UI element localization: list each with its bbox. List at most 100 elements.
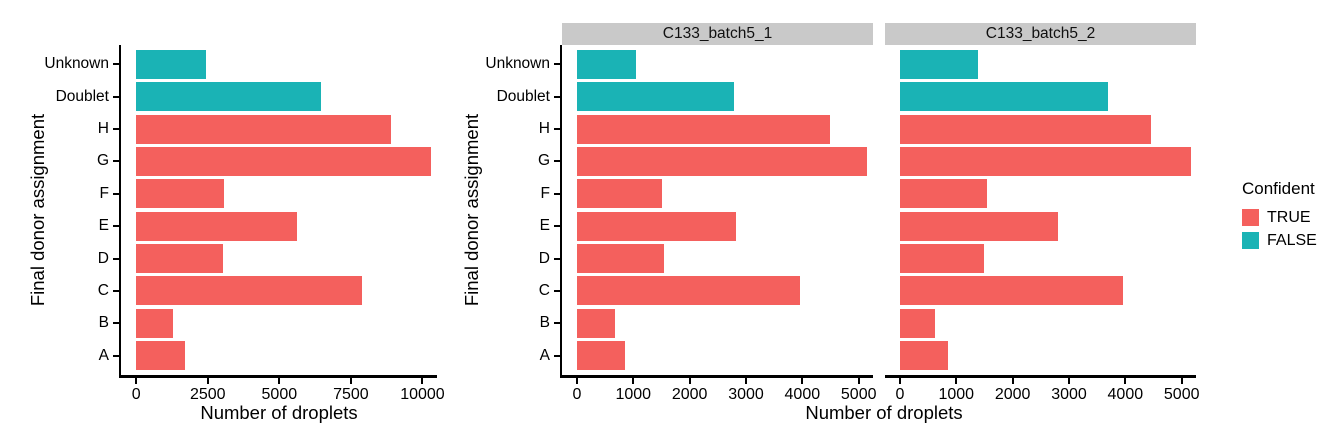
x-axis-tick	[898, 377, 901, 384]
x-axis-line	[559, 375, 873, 378]
y-axis-tick	[112, 289, 119, 292]
bar-a	[899, 341, 949, 371]
bar-f	[576, 179, 662, 209]
y-axis-tick	[112, 354, 119, 357]
bar-c	[136, 276, 363, 306]
x-axis-tick	[801, 377, 804, 384]
category-label: Unknown	[485, 55, 550, 73]
bar-e	[899, 211, 1058, 241]
x-axis-tick	[632, 377, 635, 384]
category-label: B	[539, 314, 550, 332]
legend-item-true: TRUE	[1242, 209, 1317, 226]
x-tick-label: 5000	[1163, 386, 1200, 403]
category-label: Doublet	[55, 87, 109, 105]
bar-b	[899, 308, 936, 338]
category-label: A	[539, 346, 550, 364]
x-axis-tick	[688, 377, 691, 384]
y-axis-tick	[112, 63, 119, 66]
y-axis-tick	[112, 322, 119, 325]
y-axis-title-overall: Final donor assignment	[27, 113, 48, 307]
y-axis-tick	[553, 354, 560, 357]
facet-strip-batch5-2: C133_batch5_2	[885, 23, 1196, 45]
x-axis-tick	[857, 377, 860, 384]
category-label: H	[538, 120, 550, 138]
y-axis-tick	[112, 257, 119, 260]
x-tick-label: 4000	[1107, 386, 1144, 403]
bar-g	[899, 146, 1191, 177]
category-label: A	[98, 346, 109, 364]
bar-c	[576, 276, 800, 306]
category-label: F	[540, 184, 550, 202]
bar-d	[576, 243, 664, 274]
category-label: F	[99, 184, 109, 202]
category-label: C	[538, 281, 550, 299]
x-tick-label: 5000	[261, 386, 298, 403]
x-tick-label: 0	[895, 386, 905, 403]
x-axis-tick	[575, 377, 578, 384]
y-axis-tick	[553, 257, 560, 260]
legend-label-true: TRUE	[1267, 209, 1311, 226]
bar-doublet	[136, 82, 321, 112]
x-axis-tick	[744, 377, 747, 384]
y-axis-tick	[553, 63, 560, 66]
category-label: C	[97, 281, 109, 299]
x-tick-label: 2000	[994, 386, 1031, 403]
bar-e	[576, 211, 737, 241]
bar-g	[576, 146, 868, 177]
x-axis-tick	[1011, 377, 1014, 384]
bar-h	[899, 114, 1151, 144]
y-axis-tick	[553, 192, 560, 195]
bar-e	[136, 211, 298, 241]
y-axis-title-faceted: Final donor assignment	[461, 113, 482, 307]
category-label: D	[538, 249, 550, 267]
category-label: H	[97, 120, 109, 138]
y-axis-tick	[553, 322, 560, 325]
x-tick-label: 2000	[671, 386, 708, 403]
x-tick-label: 0	[572, 386, 582, 403]
y-axis-line	[118, 45, 121, 378]
category-label: G	[537, 152, 550, 170]
x-axis-tick	[1067, 377, 1070, 384]
y-axis-tick	[553, 289, 560, 292]
x-tick-label: 4000	[784, 386, 821, 403]
legend-label-false: FALSE	[1267, 232, 1317, 249]
x-axis-line	[885, 375, 1196, 378]
facet-strip-batch5-1: C133_batch5_1	[562, 23, 873, 45]
x-axis-tick	[278, 377, 281, 384]
bar-b	[136, 308, 174, 338]
bar-h	[576, 114, 830, 144]
x-tick-label: 1000	[615, 386, 652, 403]
x-axis-tick	[1124, 377, 1127, 384]
category-label: D	[97, 249, 109, 267]
facet-strip-label: C133_batch5_1	[662, 25, 773, 42]
y-axis-tick	[553, 225, 560, 228]
x-tick-label: 5000	[840, 386, 877, 403]
category-label: E	[98, 217, 109, 235]
bar-a	[136, 341, 186, 371]
x-tick-label: 2500	[189, 386, 226, 403]
category-label: B	[98, 314, 109, 332]
bar-d	[136, 243, 223, 274]
legend-item-false: FALSE	[1242, 232, 1317, 249]
x-axis-title-overall: Number of droplets	[200, 402, 358, 423]
bar-doublet	[576, 82, 735, 112]
bar-doublet	[899, 82, 1109, 112]
bar-b	[576, 308, 615, 338]
bar-f	[899, 179, 988, 209]
x-axis-title-faceted: Number of droplets	[805, 402, 963, 423]
bar-c	[899, 276, 1124, 306]
x-axis-line	[118, 375, 437, 378]
x-axis-tick	[349, 377, 352, 384]
bar-h	[136, 114, 391, 144]
facet-strip-label: C133_batch5_2	[985, 25, 1096, 42]
y-axis-tick	[553, 95, 560, 98]
legend: Confident TRUE FALSE	[1242, 179, 1317, 255]
x-axis-tick	[135, 377, 138, 384]
bar-unknown	[899, 49, 979, 79]
y-axis-tick	[112, 160, 119, 163]
x-tick-label: 1000	[938, 386, 975, 403]
bar-unknown	[576, 49, 636, 79]
bar-g	[136, 146, 432, 177]
y-axis-tick	[112, 225, 119, 228]
